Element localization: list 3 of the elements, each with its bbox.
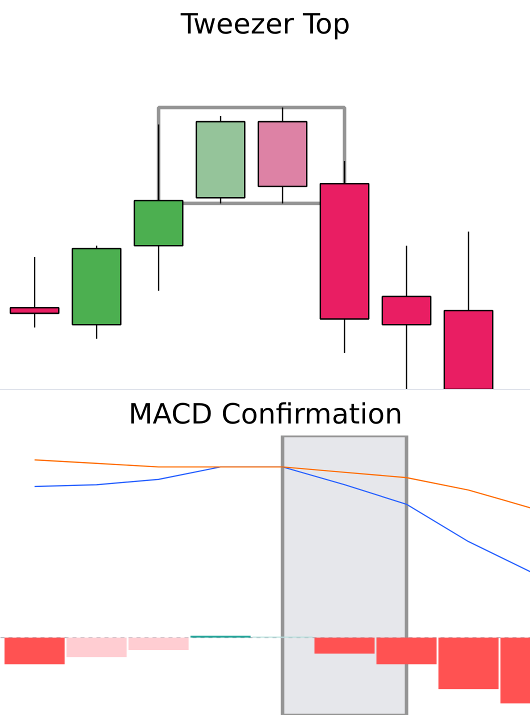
candlestick — [10, 256, 60, 328]
chart-title: Tweezer Top — [180, 8, 350, 40]
chart-title: MACD Confirmation — [128, 398, 402, 430]
